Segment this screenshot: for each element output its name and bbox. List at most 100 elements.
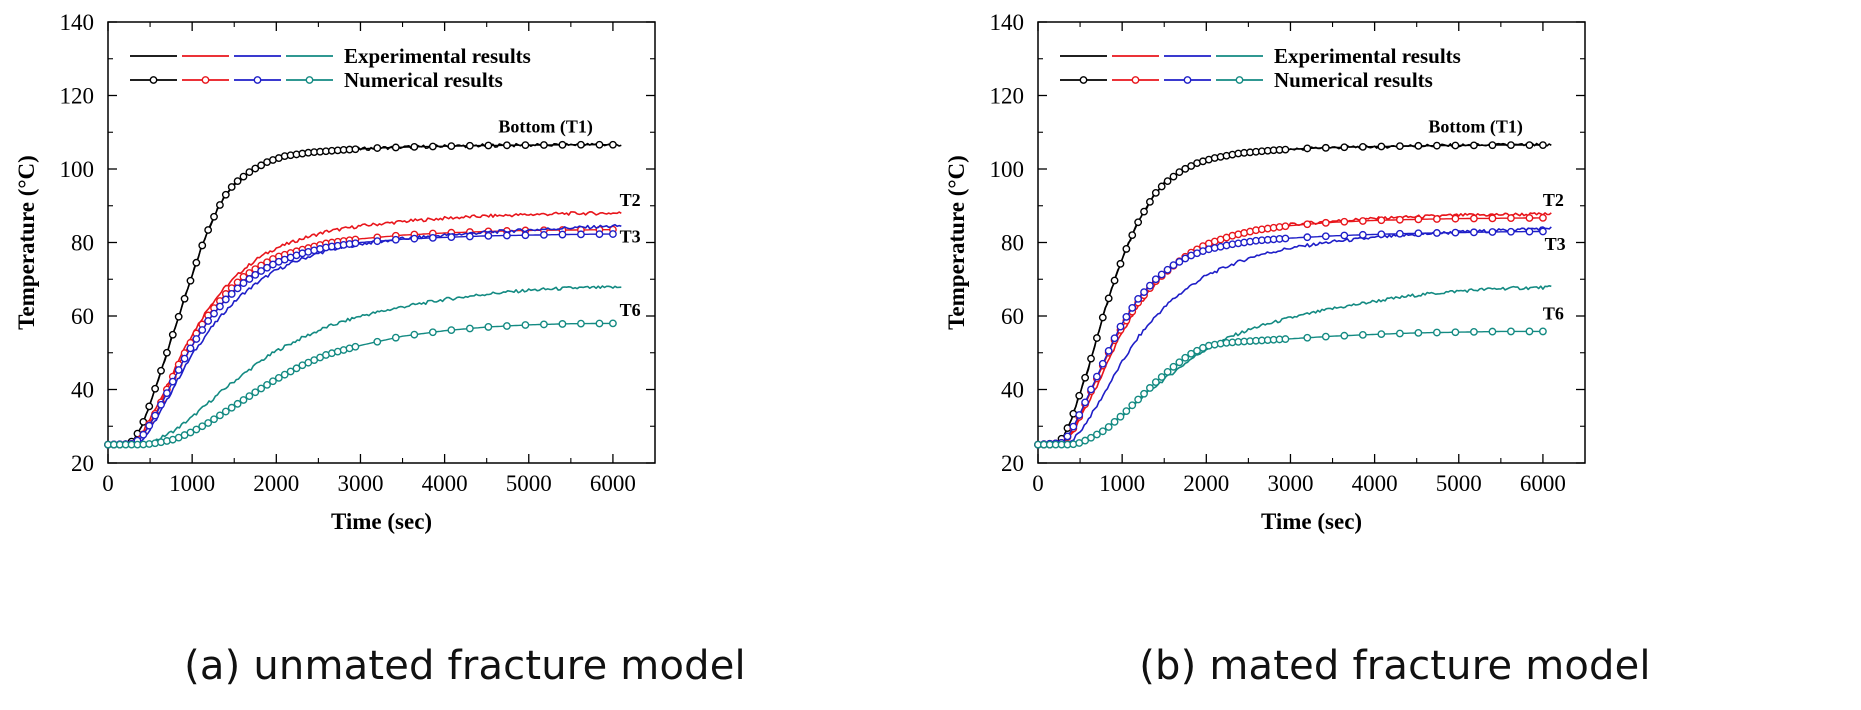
data-point-T3-numerical [1122, 313, 1131, 321]
data-point-T6-numerical [257, 384, 266, 393]
data-point-T3-numerical [1281, 234, 1290, 243]
data-point-T6-numerical [1539, 327, 1547, 336]
data-point-T6-numerical [1432, 328, 1441, 337]
data-point-T3-numerical [1098, 359, 1107, 368]
data-point-T6-numerical [391, 333, 400, 342]
data-point-T6-numerical [465, 324, 474, 333]
data-point-T6-numerical [1451, 328, 1460, 337]
data-point-T1-numerical [1377, 142, 1386, 151]
data-point-T6-numerical [1525, 327, 1534, 336]
series-line-T6-numerical [108, 322, 613, 446]
data-point-T1-numerical [447, 142, 456, 150]
y-tick-label: 120 [990, 84, 1025, 109]
data-point-T1-numerical [245, 168, 254, 177]
data-point-T1-numerical [1146, 197, 1154, 206]
data-point-T3-numerical [1414, 229, 1423, 238]
data-point-T3-numerical [263, 263, 271, 272]
chart-caption-b: (b) mated fracture model [1139, 643, 1651, 689]
data-point-T6-numerical [1377, 330, 1386, 339]
data-point-T3-numerical [1358, 230, 1367, 239]
data-point-T3-numerical [139, 430, 148, 439]
x-axis-title: Time (sec) [331, 509, 432, 534]
data-point-T6-numerical [245, 392, 254, 401]
data-point-T3-numerical [245, 275, 254, 283]
legend-label-experimental: Experimental results [344, 44, 531, 68]
data-point-T6-numerical [1488, 327, 1497, 336]
data-point-T6-numerical [216, 411, 224, 420]
data-point-T1-numerical [216, 201, 224, 209]
data-point-T1-numerical [1414, 141, 1423, 150]
data-point-T6-numerical [210, 415, 218, 424]
data-point-T3-numerical [1539, 227, 1547, 236]
data-point-T1-numerical [521, 141, 530, 150]
data-point-T6-numerical [351, 342, 360, 351]
legend-marker-T2 [201, 76, 210, 84]
data-point-T1-numerical [1128, 231, 1137, 240]
data-point-T1-numerical [1187, 162, 1196, 170]
data-point-T6-numerical [595, 319, 604, 328]
data-point-T3-numerical [186, 344, 195, 353]
data-point-T2-numerical [1470, 214, 1478, 223]
data-point-T6-numerical [484, 323, 493, 331]
y-tick-label: 80 [71, 231, 94, 256]
data-point-T6-numerical [280, 370, 289, 379]
data-point-T3-numerical [145, 421, 154, 430]
data-point-T2-numerical [1395, 215, 1404, 224]
data-point-T1-numerical [186, 276, 195, 285]
data-point-T3-numerical [216, 302, 224, 311]
x-tick-label: 2000 [1183, 471, 1229, 496]
data-point-T6-numerical [204, 419, 213, 427]
data-point-T6-numerical [286, 367, 295, 376]
curve-label: T6 [620, 300, 641, 320]
data-point-T6-numerical [373, 337, 382, 346]
data-point-T2-numerical [1451, 214, 1460, 223]
data-point-T1-numerical [1281, 145, 1290, 154]
data-point-T6-numerical [1110, 417, 1119, 426]
data-point-T6-numerical [1321, 332, 1330, 341]
data-point-T6-numerical [428, 328, 437, 337]
data-point-T3-numerical [1134, 295, 1143, 303]
data-point-T3-numerical [233, 284, 242, 293]
data-point-T3-numerical [1069, 422, 1078, 431]
data-point-T6-numerical [1414, 328, 1423, 337]
data-point-T1-numerical [145, 402, 154, 411]
curve-label: T2 [620, 190, 641, 210]
data-point-T2-numerical [1321, 218, 1330, 227]
legend-marker-T1 [1079, 76, 1088, 84]
data-point-T6-numerical [186, 428, 195, 437]
data-point-T1-numerical [1488, 141, 1497, 150]
y-tick-label: 60 [1001, 304, 1024, 329]
data-point-T1-numerical [192, 258, 201, 267]
chart-svg-a: 0 1000 2000 3000 4000 5000 6000 20 40 60 80 100 120 1… [14, 10, 656, 534]
data-point-T2-numerical [1488, 214, 1497, 223]
data-point-T3-numerical [1377, 230, 1386, 239]
data-point-T6-numerical [1087, 433, 1095, 442]
data-point-T3-numerical [1175, 257, 1184, 266]
data-point-T3-numerical [540, 230, 548, 239]
legend-marker-T1 [149, 76, 158, 84]
data-point-T3-numerical [1104, 347, 1113, 355]
y-tick-label: 100 [990, 157, 1025, 182]
legend-marker-T6 [1235, 76, 1244, 84]
data-point-T1-numerical [239, 172, 248, 181]
data-point-T3-numerical [1451, 228, 1460, 237]
data-point-T3-numerical [1181, 254, 1190, 263]
data-point-T2-numerical [1414, 215, 1423, 224]
data-point-T3-numerical [351, 239, 360, 248]
x-tick-label: 6000 [590, 471, 636, 496]
data-point-T3-numerical [1488, 228, 1497, 236]
x-tick-label: 5000 [1436, 471, 1482, 496]
data-point-T1-numerical [465, 141, 474, 150]
data-point-T3-numerical [1169, 261, 1178, 270]
data-point-T1-numerical [233, 177, 242, 186]
data-point-T3-numerical [163, 389, 171, 398]
data-point-T6-numerical [1146, 384, 1154, 392]
y-tick-label: 140 [990, 10, 1025, 35]
curve-label: T2 [1543, 190, 1564, 210]
data-point-T1-numerical [1395, 142, 1404, 151]
data-point-T3-numerical [257, 267, 266, 275]
data-point-T3-numerical [558, 230, 567, 239]
data-point-T1-numerical [174, 312, 183, 321]
data-point-T3-numerical [1128, 304, 1137, 312]
data-point-T3-numerical [180, 354, 189, 363]
